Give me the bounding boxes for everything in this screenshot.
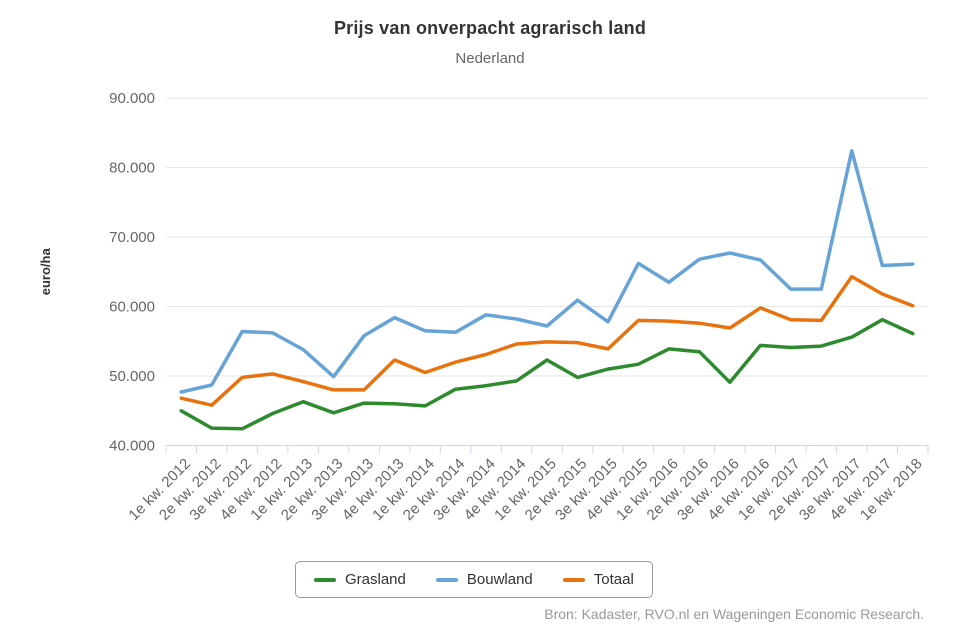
series-line-totaal [179, 274, 915, 407]
y-tick-label: 70.000 [109, 229, 155, 246]
legend-label-bouwland: Bouwland [466, 571, 533, 588]
source-note: Bron: Kadaster, RVO.nl en Wageningen Eco… [544, 606, 924, 622]
legend-item-grasland[interactable]: Grasland [314, 571, 406, 588]
y-tick-label: 40.000 [109, 438, 155, 455]
chart-legend: Grasland Bouwland Totaal [295, 561, 653, 598]
series-line-bouwland [179, 149, 915, 394]
totaal-line-swatch [562, 577, 585, 582]
legend-item-totaal[interactable]: Totaal [562, 571, 634, 588]
y-tick-label: 60.000 [109, 299, 155, 316]
grasland-line-swatch [314, 577, 336, 582]
legend-label-totaal: Totaal [593, 571, 634, 588]
y-axis-title: euro/ha [38, 248, 53, 296]
series-line-grasland [179, 317, 915, 431]
chart-subtitle: Nederland [455, 50, 525, 67]
y-tick-label: 80.000 [109, 160, 155, 177]
y-tick-label: 50.000 [109, 368, 155, 385]
bouwland-line-swatch [435, 577, 458, 582]
legend-item-bouwland[interactable]: Bouwland [435, 571, 533, 588]
chart-title: Prijs van onverpacht agrarisch land [333, 18, 647, 38]
legend-label-grasland: Grasland [345, 571, 406, 588]
y-tick-label: 90.000 [109, 90, 155, 107]
